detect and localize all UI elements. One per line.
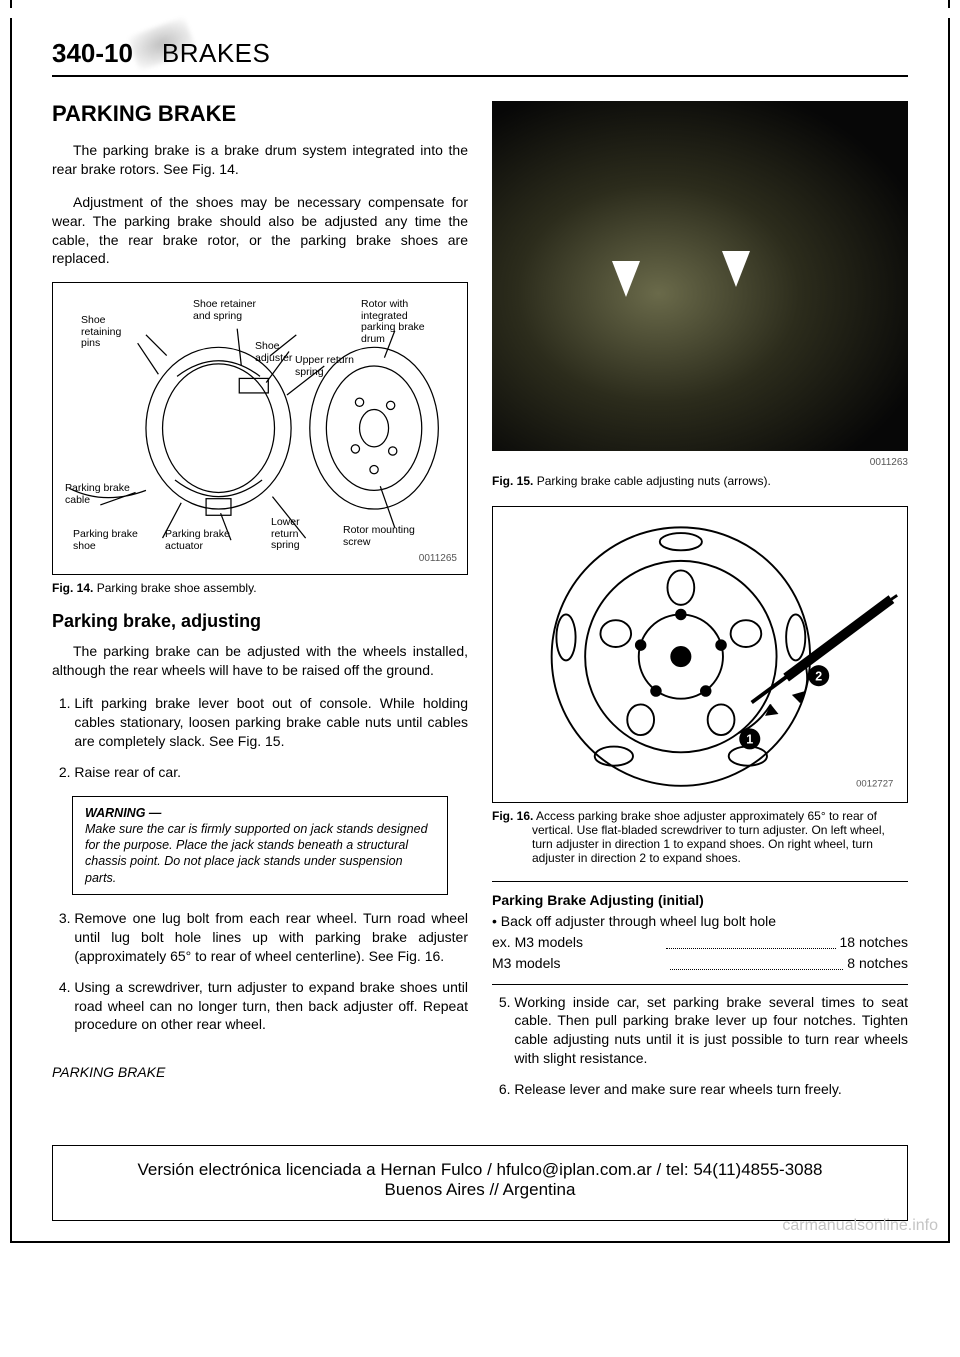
steps-1-2: Lift parking brake lever boot out of con… — [52, 694, 468, 782]
fig15-ref: 0011263 — [492, 457, 908, 468]
intro-para-2: Adjustment of the shoes may be necessary… — [52, 193, 468, 269]
fig14-ref: 0011265 — [63, 553, 457, 564]
adj-row: ex. M3 models 18 notches — [492, 932, 908, 953]
fig15-caption-bold: Fig. 15. — [492, 474, 533, 488]
adj-row-label: ex. M3 models — [492, 932, 662, 953]
fig15-photo — [492, 101, 908, 451]
adj-row: M3 models 8 notches — [492, 953, 908, 974]
lbl-rotor-mounting-screw: Rotor mounting screw — [343, 525, 415, 548]
warning-box: WARNING — Make sure the car is firmly su… — [72, 796, 448, 895]
lbl-upper-return-spring: Upper return spring — [295, 355, 354, 378]
divider — [492, 984, 908, 985]
step-6: Release lever and make sure rear wheels … — [514, 1080, 908, 1099]
fig16-caption-bold: Fig. 16. — [492, 809, 533, 823]
fig15-caption-text: Parking brake cable adjusting nuts (arro… — [537, 474, 771, 488]
warning-text: Make sure the car is firmly supported on… — [85, 822, 428, 885]
leader-dots — [670, 953, 844, 970]
lbl-parking-brake-actuator: Parking brake actuator — [165, 529, 230, 552]
step-3: Remove one lug bolt from each rear wheel… — [74, 909, 468, 966]
heading-adjusting: Parking brake, adjusting — [52, 611, 468, 632]
intro-para-1: The parking brake is a brake drum system… — [52, 141, 468, 179]
license-line2: Buenos Aires // Argentina — [385, 1180, 576, 1199]
lbl-parking-brake-cable: Parking brake cable — [65, 483, 130, 506]
right-column: 0011263 Fig. 15. Parking brake cable adj… — [492, 101, 908, 1113]
steps-3-4: Remove one lug bolt from each rear wheel… — [52, 909, 468, 1034]
heading-parking-brake: PARKING BRAKE — [52, 101, 468, 127]
warning-title: WARNING — — [85, 806, 161, 820]
license-line1: Versión electrónica licenciada a Hernan … — [137, 1160, 822, 1179]
fig16-svg: 1 2 0012727 — [499, 513, 901, 791]
lbl-shoe-adjuster: Shoe adjuster — [255, 341, 292, 364]
adjusting-table: Parking Brake Adjusting (initial) • Back… — [492, 890, 908, 974]
fig16-box: 1 2 0012727 — [492, 506, 908, 803]
fig14-box: Shoe retaining pins Shoe retainer and sp… — [52, 282, 468, 575]
lbl-shoe-retaining-pins: Shoe retaining pins — [81, 315, 121, 350]
two-column-layout: PARKING BRAKE The parking brake is a bra… — [52, 101, 908, 1113]
license-text: Versión electrónica licenciada a Hernan … — [53, 1146, 907, 1220]
manual-page: 340-10 BRAKES PARKING BRAKE The parking … — [10, 18, 950, 1243]
divider — [492, 881, 908, 882]
page-number: 340-10 — [52, 38, 133, 68]
adj-table-bullet: • Back off adjuster through wheel lug bo… — [492, 911, 908, 932]
fig14-caption: Fig. 14. Parking brake shoe assembly. — [52, 581, 468, 595]
step-4: Using a screwdriver, turn adjuster to ex… — [74, 978, 468, 1035]
lbl-parking-brake-shoe: Parking brake shoe — [73, 529, 138, 552]
watermark: carmanualsonline.info — [782, 1217, 938, 1235]
adj-row-label: M3 models — [492, 953, 666, 974]
license-box: Versión electrónica licenciada a Hernan … — [52, 1145, 908, 1221]
adj-row-value: 18 notches — [840, 932, 909, 953]
lbl-rotor-integrated: Rotor with integrated parking brake drum — [361, 299, 425, 345]
step-2: Raise rear of car. — [74, 763, 468, 782]
steps-5-6: Working inside car, set parking brake se… — [492, 993, 908, 1099]
fig14-diagram: Shoe retaining pins Shoe retainer and sp… — [63, 293, 457, 553]
fig16-caption: Fig. 16. Access parking brake shoe adjus… — [492, 809, 908, 865]
adj-table-bullet-text: Back off adjuster through wheel lug bolt… — [501, 913, 776, 929]
adj-row-value: 8 notches — [847, 953, 908, 974]
svg-text:2: 2 — [815, 669, 822, 683]
fig14-caption-bold: Fig. 14. — [52, 581, 93, 595]
fig16-caption-text: Access parking brake shoe adjuster appro… — [532, 809, 885, 865]
leader-dots — [666, 932, 836, 949]
lbl-lower-return-spring: Lower return spring — [271, 517, 300, 552]
step-5: Working inside car, set parking brake se… — [514, 993, 908, 1069]
page-top-border — [10, 0, 950, 8]
footer-section-label: PARKING BRAKE — [52, 1064, 468, 1080]
fig14-caption-text: Parking brake shoe assembly. — [97, 581, 257, 595]
lbl-shoe-retainer-spring: Shoe retainer and spring — [193, 299, 256, 322]
fig16-ref-svg: 0012727 — [856, 779, 893, 790]
adj-table-title: Parking Brake Adjusting (initial) — [492, 890, 908, 911]
adjusting-intro: The parking brake can be adjusted with t… — [52, 642, 468, 680]
left-column: PARKING BRAKE The parking brake is a bra… — [52, 101, 468, 1113]
arrow-icon — [612, 261, 640, 297]
fig15-caption: Fig. 15. Parking brake cable adjusting n… — [492, 474, 908, 488]
step-1: Lift parking brake lever boot out of con… — [74, 694, 468, 751]
svg-text:1: 1 — [746, 733, 753, 747]
arrow-icon — [722, 251, 750, 287]
